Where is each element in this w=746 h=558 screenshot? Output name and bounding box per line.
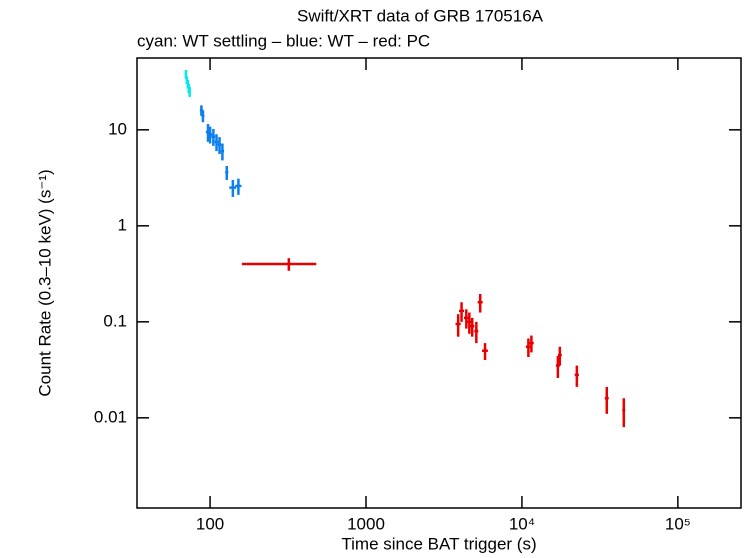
y-axis-label: Count Rate (0.3–10 keV) (s⁻¹) bbox=[35, 169, 54, 396]
chart-subtitle: cyan: WT settling – blue: WT – red: PC bbox=[137, 31, 430, 50]
x-tick-label: 10⁵ bbox=[665, 514, 691, 533]
x-axis-label: Time since BAT trigger (s) bbox=[341, 534, 536, 553]
x-tick-label: 100 bbox=[196, 514, 224, 533]
y-tick-label: 0.01 bbox=[94, 407, 127, 426]
y-tick-label: 0.1 bbox=[103, 311, 127, 330]
y-tick-label: 10 bbox=[108, 119, 127, 138]
plot-frame bbox=[136, 57, 742, 509]
x-tick-label: 10⁴ bbox=[509, 514, 535, 533]
chart-title: Swift/XRT data of GRB 170516A bbox=[297, 6, 544, 25]
x-tick-label: 1000 bbox=[347, 514, 385, 533]
y-tick-label: 1 bbox=[118, 215, 127, 234]
